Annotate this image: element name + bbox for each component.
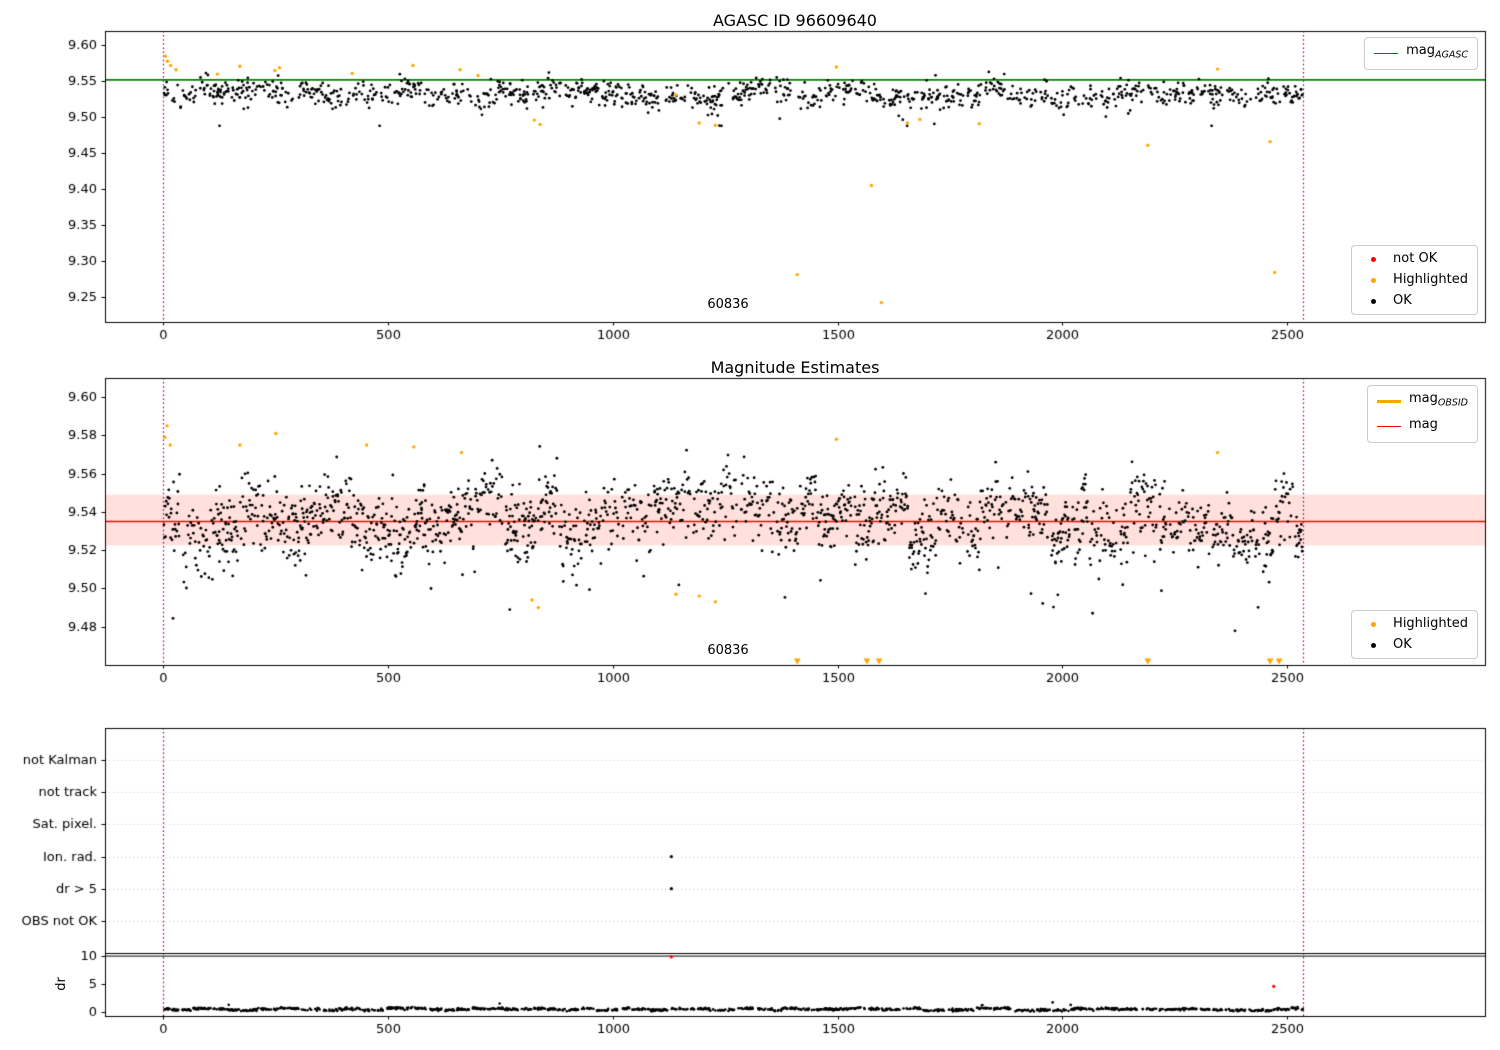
- legend-label: Highlighted: [1393, 272, 1468, 287]
- legend-item-mag-agasc: magAGASC: [1374, 43, 1468, 64]
- dr-axis-label: dr: [54, 977, 69, 991]
- legend-label: mag: [1408, 416, 1438, 432]
- legend-label: OK: [1393, 293, 1412, 308]
- obsid-annotation-top: 60836: [707, 297, 749, 312]
- orange-dot-swatch: [1361, 621, 1385, 627]
- red-dot-swatch: [1361, 256, 1385, 262]
- legend-item-highlighted: Highlighted: [1361, 616, 1468, 632]
- red-line-swatch: [1376, 426, 1401, 428]
- legend-label: Highlighted: [1393, 616, 1468, 631]
- obsid-annotation-middle: 60836: [707, 643, 749, 658]
- legend-label: magOBSID: [1408, 391, 1468, 409]
- plot2-title: Magnitude Estimates: [710, 358, 880, 377]
- legend-mag-agasc: magAGASC: [1364, 37, 1478, 70]
- orange-dot-swatch: [1361, 277, 1385, 283]
- legend-label: OK: [1393, 637, 1412, 652]
- legend-item-not-ok: not OK: [1361, 251, 1468, 267]
- legend-middle-markers: Highlighted OK: [1351, 610, 1478, 659]
- legend-item-ok: OK: [1361, 637, 1468, 653]
- legend-top-markers: not OK Highlighted OK: [1351, 245, 1478, 315]
- legend-item-mag: mag: [1376, 416, 1468, 438]
- legend-label: magAGASC: [1406, 43, 1468, 61]
- legend-mag-obsid: magOBSID mag: [1366, 385, 1478, 444]
- orange-line-swatch: [1376, 399, 1401, 403]
- black-dot-swatch: [1361, 642, 1385, 648]
- legend-item-highlighted: Highlighted: [1361, 272, 1468, 288]
- plot1-title: AGASC ID 96609640: [713, 11, 877, 30]
- black-dot-swatch: [1361, 298, 1385, 304]
- legend-item-ok: OK: [1361, 293, 1468, 309]
- legend-item-mag-obsid: magOBSID: [1376, 391, 1468, 412]
- legend-label: not OK: [1393, 251, 1438, 266]
- green-line-swatch: [1374, 52, 1399, 54]
